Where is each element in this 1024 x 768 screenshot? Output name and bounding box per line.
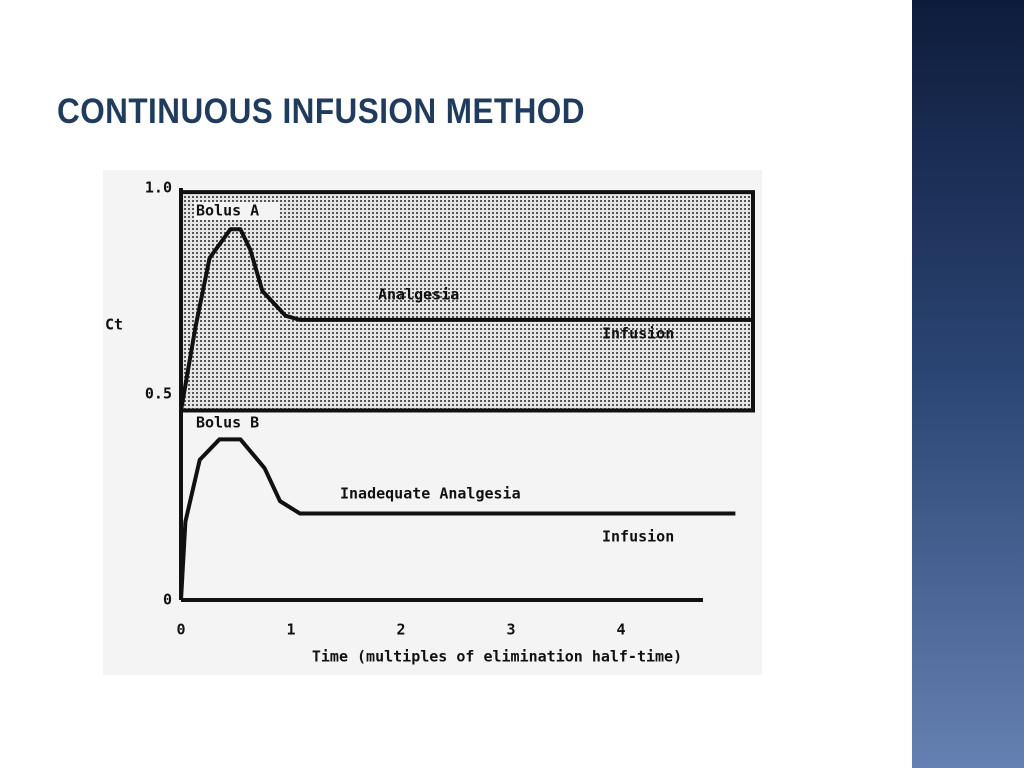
y-tick-label: 1.0	[145, 179, 172, 197]
x-tick-label: 4	[616, 621, 625, 639]
slide-title: CONTINUOUS INFUSION METHOD	[57, 92, 585, 131]
y-axis-label: Ct	[105, 316, 123, 334]
y-tick-label: 0.5	[145, 385, 172, 403]
series-line	[179, 227, 752, 411]
series-label: Bolus B	[196, 414, 259, 432]
series-line	[179, 437, 736, 601]
y-tick-label: 0	[163, 591, 172, 609]
x-tick-label: 3	[506, 621, 515, 639]
annotation: Infusion	[602, 325, 674, 343]
x-tick-label: 2	[396, 621, 405, 639]
x-axis-label: Time (multiples of elimination half-time…	[312, 648, 682, 666]
annotation: Analgesia	[378, 286, 459, 304]
label-background	[194, 202, 280, 220]
analgesia-band	[179, 190, 755, 413]
sidebar	[912, 0, 1024, 768]
annotation: Infusion	[602, 528, 674, 546]
series-label: Bolus A	[196, 202, 259, 220]
chart: Ct Time (multiples of elimination half-t…	[103, 170, 762, 675]
annotation: Inadequate Analgesia	[340, 485, 521, 503]
x-tick-label: 1	[286, 621, 295, 639]
x-tick-label: 0	[176, 621, 185, 639]
label-background	[194, 414, 280, 432]
